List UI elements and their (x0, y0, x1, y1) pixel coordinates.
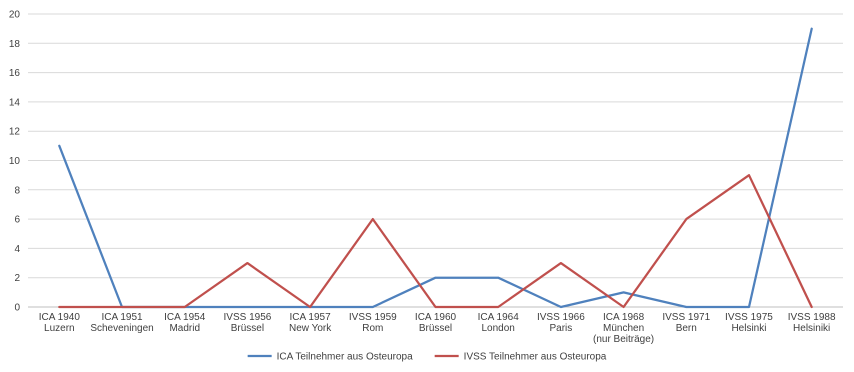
series-line-1 (58, 174, 813, 309)
y-axis-ticks: 0 2 4 6 8 10 12 14 16 18 20 (9, 10, 21, 314)
y-tick-label-6: 6 (14, 215, 20, 226)
y-tick-label-8: 8 (14, 185, 20, 196)
x-tick-label-7: ICA 1964 London (478, 312, 520, 334)
x-tick-label-9: ICA 1968 München (nur Beiträge) (593, 312, 654, 345)
legend-label-1: IVSS Teilnehmer aus Osteuropa (464, 352, 607, 363)
y-tick-label-14: 14 (9, 97, 21, 108)
legend-item-0: ICA Teilnehmer aus Osteuropa (247, 352, 413, 363)
y-tick-label-2: 2 (14, 273, 20, 284)
legend-item-1: IVSS Teilnehmer aus Osteuropa (434, 352, 607, 363)
x-tick-label-12: IVSS 1988 Helsiniki (788, 312, 836, 334)
x-tick-label-0: ICA 1940 Luzern (39, 312, 81, 334)
y-tick-label-20: 20 (9, 10, 21, 21)
x-tick-label-11: IVSS 1975 Helsinki (725, 312, 773, 334)
legend-label-0: ICA Teilnehmer aus Osteuropa (277, 352, 413, 363)
x-tick-label-6: ICA 1960 Brüssel (415, 312, 457, 334)
x-tick-label-8: IVSS 1966 Paris (537, 312, 585, 334)
series-line-0 (58, 27, 813, 309)
series-lines (58, 27, 813, 309)
y-tick-label-12: 12 (9, 127, 21, 138)
x-tick-label-5: IVSS 1959 Rom (349, 312, 397, 334)
y-tick-label-0: 0 (14, 303, 20, 314)
x-tick-label-3: IVSS 1956 Brüssel (224, 312, 272, 334)
x-tick-label-1: ICA 1951 Scheveningen (90, 312, 153, 334)
legend: ICA Teilnehmer aus Osteuropa IVSS Teilneh… (247, 352, 607, 363)
x-axis-ticks: ICA 1940 Luzern ICA 1951 Scheveningen ICA 19… (39, 312, 836, 345)
gridlines (28, 13, 843, 308)
y-tick-label-4: 4 (14, 244, 20, 255)
y-tick-label-16: 16 (9, 68, 21, 79)
y-tick-label-10: 10 (9, 156, 21, 167)
x-tick-label-10: IVSS 1971 Bern (662, 312, 710, 334)
x-tick-label-2: ICA 1954 Madrid (164, 312, 206, 334)
y-tick-label-18: 18 (9, 39, 21, 50)
x-tick-label-4: ICA 1957 New York (289, 312, 332, 334)
